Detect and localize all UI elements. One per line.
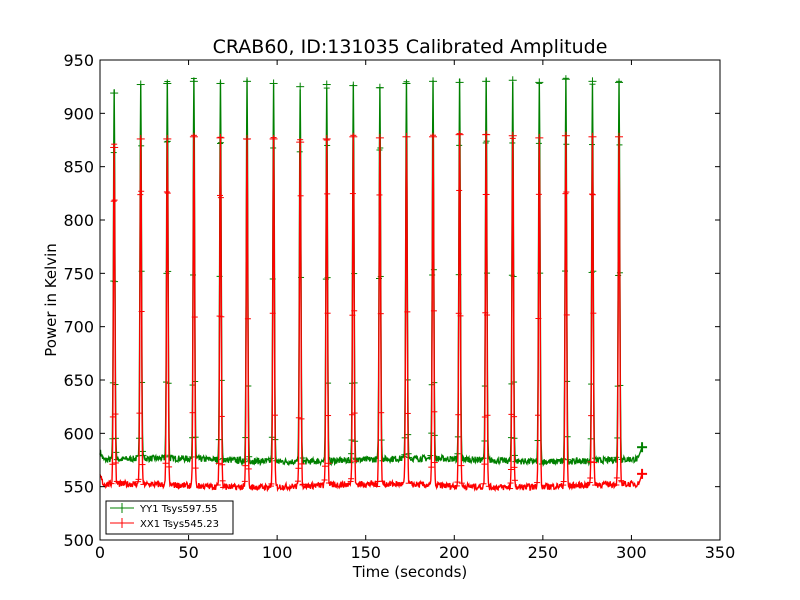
x-tick-label: 350: [705, 543, 736, 562]
legend-box: [105, 500, 234, 535]
y-tick-label: 650: [63, 371, 94, 390]
series-line-0: [99, 78, 643, 467]
y-tick-label: 950: [63, 51, 94, 70]
plot-frame: [99, 59, 721, 541]
y-tick-label: 700: [63, 318, 94, 337]
series-markers-1: [108, 133, 625, 490]
x-tick-label: 50: [178, 543, 198, 562]
chart-title: CRAB60, ID:131035 Calibrated Amplitude: [213, 36, 608, 58]
tick-layer: 0 50 100 150 200 250 300 350 500 550 600 650 700 750 8…: [63, 51, 735, 562]
x-tick-label: 100: [262, 543, 293, 562]
legend-label-xx1: XX1 Tsys545.23: [140, 519, 219, 530]
y-tick-label: 600: [63, 424, 94, 443]
x-axis-title: Time (seconds): [352, 563, 468, 581]
plot-series-layer: [99, 75, 648, 493]
x-tick-label: 200: [439, 543, 470, 562]
y-axis-title: Power in Kelvin: [42, 243, 60, 357]
y-tick-label: 750: [63, 264, 94, 283]
x-tick-label: 0: [95, 543, 105, 562]
x-tick-label: 150: [350, 543, 381, 562]
x-tick-label: 250: [528, 543, 559, 562]
y-tick-label: 500: [63, 531, 94, 550]
legend: YY1 Tsys597.55 XX1 Tsys545.23: [105, 500, 234, 535]
x-tick-label: 300: [616, 543, 647, 562]
legend-label-yy1: YY1 Tsys597.55: [139, 504, 218, 515]
y-tick-label: 550: [63, 478, 94, 497]
y-tick-label: 800: [63, 211, 94, 230]
y-tick-label: 900: [63, 104, 94, 123]
series-line-1: [99, 133, 643, 493]
y-tick-label: 850: [63, 158, 94, 177]
series-markers-0: [109, 77, 625, 465]
